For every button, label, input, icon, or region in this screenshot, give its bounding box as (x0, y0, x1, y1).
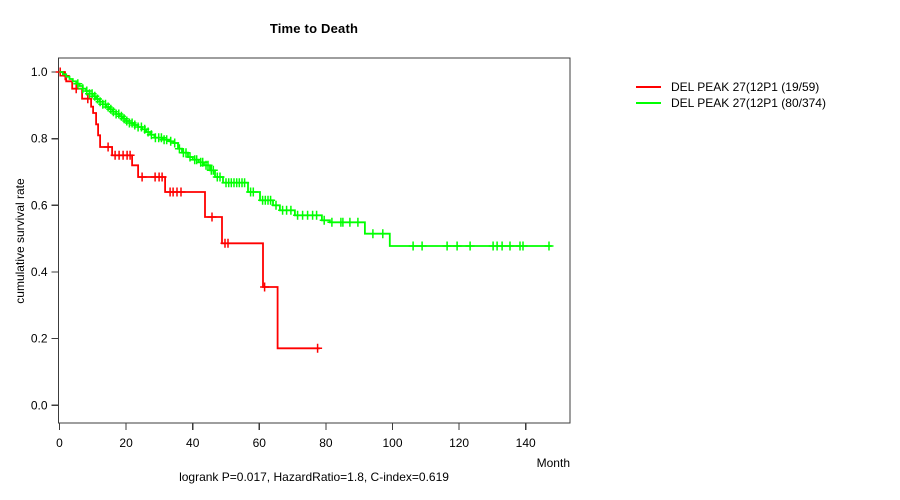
x-tick-label: 40 (186, 436, 200, 450)
legend-label-group2: DEL PEAK 27(12P1 (80/374) (671, 96, 826, 110)
y-tick-label: 0.6 (31, 198, 48, 212)
plot-border (57, 57, 571, 424)
censor-marks-group2 (73, 79, 554, 251)
x-tick-label: 100 (382, 436, 402, 450)
km-curve-group1 (59, 71, 320, 350)
x-tick-label: 20 (119, 436, 133, 450)
x-tick-label: 140 (516, 436, 536, 450)
y-tick-label: 0.2 (31, 332, 48, 346)
statistics-note: logrank P=0.017, HazardRatio=1.8, C-inde… (179, 470, 449, 484)
x-tick-label: 120 (449, 436, 469, 450)
legend-row-group2: DEL PEAK 27(12P1 (80/374) (636, 95, 826, 111)
y-tick-label: 0.0 (31, 398, 48, 412)
x-tick-label: 80 (319, 436, 333, 450)
legend-line-sample-red (636, 86, 661, 88)
legend-row-group1: DEL PEAK 27(12P1 (19/59) (636, 79, 826, 95)
legend-label-group1: DEL PEAK 27(12P1 (19/59) (671, 80, 820, 94)
legend-line-sample-green (636, 102, 661, 104)
km-curve-group2 (59, 71, 552, 247)
chart-title: Time to Death (269, 21, 359, 36)
x-tick-label: 60 (253, 436, 267, 450)
x-axis-title: Month (536, 456, 570, 470)
legend: DEL PEAK 27(12P1 (19/59) DEL PEAK 27(12P… (636, 79, 826, 111)
y-tick-label: 0.4 (31, 265, 48, 279)
y-tick-label: 1.0 (31, 65, 48, 79)
x-tick-label: 0 (56, 436, 63, 450)
y-tick-label: 0.8 (31, 132, 48, 146)
